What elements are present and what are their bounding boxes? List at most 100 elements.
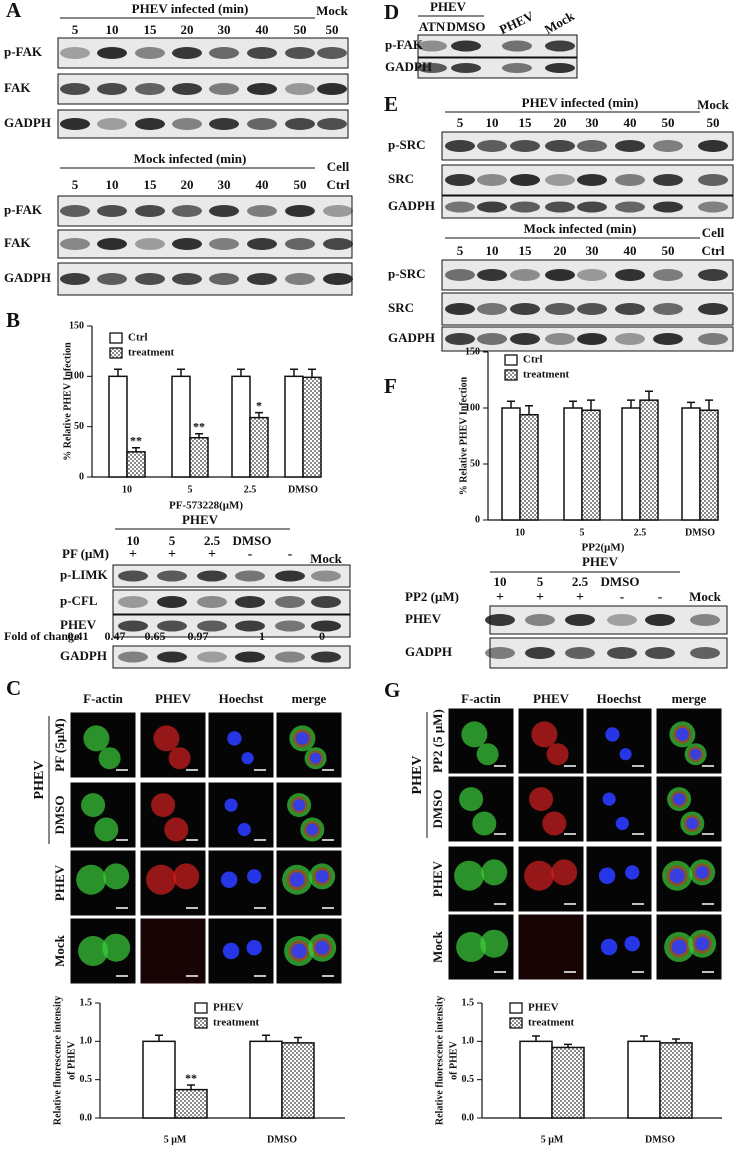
band	[698, 201, 728, 213]
lane-label: DMSO	[447, 19, 486, 34]
column-header: merge	[292, 691, 327, 706]
legend-swatch	[109, 347, 123, 359]
cell	[598, 867, 616, 884]
row-label: GADPH	[388, 330, 435, 345]
micrograph	[585, 913, 653, 981]
y-tick-label: 50	[470, 458, 480, 469]
row-label: PHEV	[405, 611, 442, 626]
bar	[249, 416, 269, 478]
column-header: merge	[672, 691, 707, 706]
bar	[699, 409, 719, 521]
row-label: FAK	[4, 80, 31, 95]
band	[323, 238, 353, 250]
y-tick-label: 0.5	[80, 1074, 93, 1085]
cell	[551, 859, 578, 886]
group-label: PHEV	[32, 761, 47, 800]
bar	[126, 451, 146, 478]
cell	[472, 811, 497, 836]
band	[209, 118, 239, 130]
y-tick-label: 1.0	[80, 1036, 93, 1047]
lane-label: Mock	[697, 97, 730, 112]
lane-label: 30	[586, 243, 599, 258]
treatment-label: PF (μM)	[62, 546, 109, 561]
micrograph	[517, 913, 585, 981]
band	[653, 174, 683, 186]
lane-label: PHEV	[497, 8, 537, 37]
treatment-sign: +	[576, 590, 584, 605]
lane-label: 5	[72, 22, 79, 37]
error-bar	[290, 368, 298, 377]
cell	[686, 817, 699, 830]
band	[172, 83, 202, 95]
cell	[454, 860, 485, 891]
fold-label: Fold of change	[4, 629, 80, 643]
band	[607, 614, 637, 626]
micrograph	[585, 707, 653, 775]
y-tick-label: 0.0	[462, 1112, 475, 1123]
error-bar	[132, 447, 140, 452]
legend-swatch	[509, 1017, 523, 1029]
error-bar	[177, 368, 185, 377]
legend-label: PHEV	[213, 1002, 244, 1014]
fold-value: 0.97	[188, 629, 209, 643]
lane-label: DMSO	[601, 574, 640, 589]
y-axis-label: of PHEV	[66, 1040, 77, 1079]
legend-label: Ctrl	[523, 354, 543, 366]
legend-swatch	[509, 1002, 523, 1014]
band	[545, 201, 575, 213]
blot-header: PHEV	[430, 0, 467, 14]
band	[135, 238, 165, 250]
band	[653, 201, 683, 213]
band	[615, 201, 645, 213]
band	[97, 83, 127, 95]
band	[275, 620, 305, 632]
band	[653, 269, 683, 281]
cell	[153, 725, 180, 752]
band	[477, 269, 507, 281]
row-label: GADPH	[4, 270, 51, 285]
band	[157, 570, 187, 582]
cell	[291, 943, 307, 959]
cell	[690, 748, 702, 760]
bar	[639, 399, 659, 521]
band	[510, 140, 540, 152]
error-bar	[294, 1036, 302, 1043]
cell	[695, 865, 709, 879]
band	[565, 647, 595, 659]
micrograph	[207, 917, 275, 985]
band	[247, 118, 277, 130]
row-label: GADPH	[60, 648, 107, 663]
band	[445, 269, 475, 281]
panel-letter: D	[384, 0, 399, 24]
cell	[619, 748, 632, 761]
bar	[501, 407, 521, 521]
band	[690, 614, 720, 626]
lane-label: 50	[294, 177, 307, 192]
cell	[605, 727, 620, 742]
y-axis-label: % Relative PHEV Infection	[458, 376, 469, 495]
band	[445, 174, 475, 186]
treatment-sign: -	[288, 547, 293, 562]
panel-letter: E	[384, 92, 398, 116]
blot-header: Mock infected (min)	[134, 151, 247, 166]
band	[285, 118, 315, 130]
band	[118, 620, 148, 632]
band	[135, 273, 165, 285]
cell	[227, 731, 242, 746]
band	[247, 273, 277, 285]
bar	[681, 407, 701, 521]
row-label: Mock	[52, 934, 67, 967]
row-label: GADPH	[405, 644, 452, 659]
row-label: GADPH	[4, 115, 51, 130]
band	[60, 205, 90, 217]
cell	[600, 938, 618, 956]
band	[285, 205, 315, 217]
band	[311, 596, 341, 608]
band	[477, 201, 507, 213]
band	[197, 620, 227, 632]
band	[235, 570, 265, 582]
cell	[315, 940, 330, 955]
error-bar	[155, 1034, 163, 1042]
band	[510, 333, 540, 345]
band	[285, 273, 315, 285]
